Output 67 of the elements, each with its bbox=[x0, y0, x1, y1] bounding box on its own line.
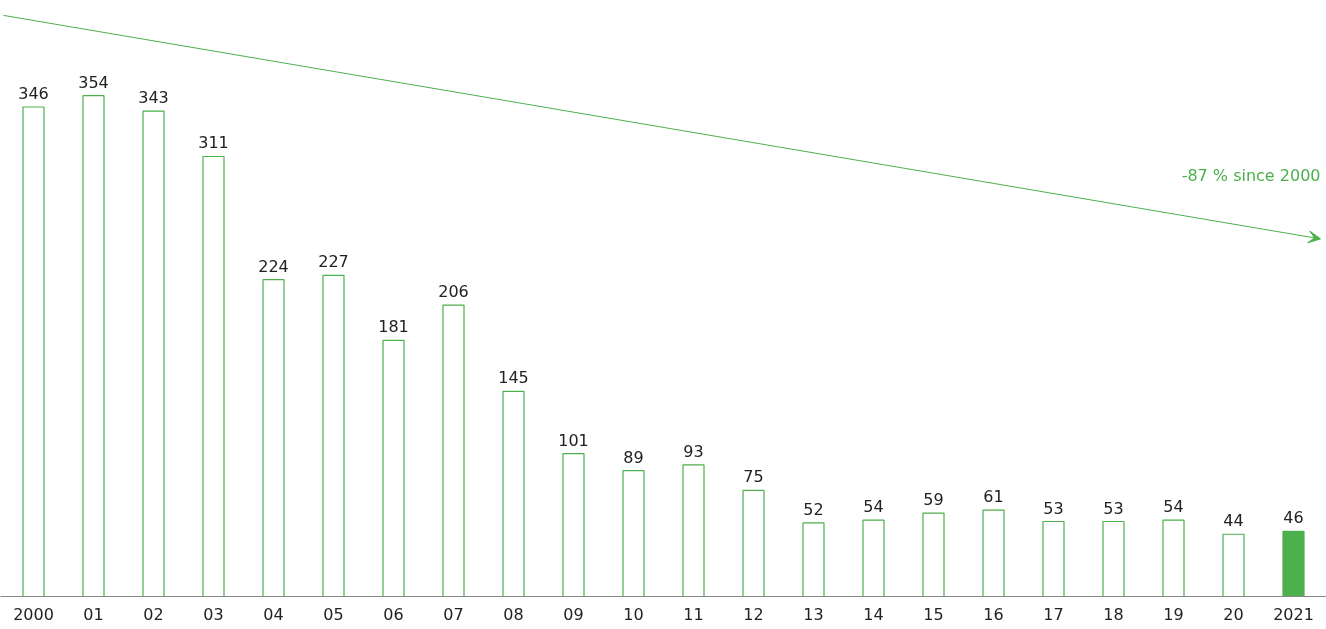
x-tick-label: 04 bbox=[263, 604, 284, 624]
data-label: 343 bbox=[138, 88, 169, 108]
bar bbox=[142, 110, 165, 597]
x-tick-label: 20 bbox=[1223, 604, 1244, 624]
data-label: 354 bbox=[78, 72, 109, 92]
x-tick-label: 2021 bbox=[1273, 604, 1314, 624]
x-tick-label: 05 bbox=[323, 604, 344, 624]
data-label: 75 bbox=[743, 467, 764, 487]
data-label: 311 bbox=[198, 133, 229, 153]
x-tick-label: 01 bbox=[83, 604, 104, 624]
x-tick-label: 02 bbox=[143, 604, 164, 624]
data-label: 89 bbox=[623, 447, 644, 467]
data-label: 53 bbox=[1043, 498, 1064, 518]
bar bbox=[202, 155, 225, 597]
x-tick-label: 09 bbox=[563, 604, 584, 624]
bar bbox=[1042, 520, 1065, 597]
x-tick-label: 08 bbox=[503, 604, 524, 624]
x-tick-label: 18 bbox=[1103, 604, 1124, 624]
data-label: 44 bbox=[1223, 511, 1244, 531]
data-label: 54 bbox=[1163, 497, 1184, 517]
bar bbox=[82, 95, 105, 597]
data-label: 101 bbox=[558, 430, 589, 450]
bar bbox=[562, 453, 585, 597]
bar bbox=[742, 489, 765, 597]
data-label: 59 bbox=[923, 490, 944, 510]
data-label: 224 bbox=[258, 256, 289, 276]
x-tick-label: 03 bbox=[203, 604, 224, 624]
data-label: 61 bbox=[983, 487, 1004, 507]
x-tick-label: 11 bbox=[683, 604, 704, 624]
data-label: 52 bbox=[803, 499, 824, 519]
x-tick-label: 15 bbox=[923, 604, 944, 624]
bar bbox=[322, 274, 345, 597]
x-tick-label: 12 bbox=[743, 604, 764, 624]
data-label: 206 bbox=[438, 282, 469, 302]
bar bbox=[382, 339, 405, 597]
bar bbox=[922, 512, 945, 597]
bar bbox=[502, 390, 525, 597]
x-tick-label: 10 bbox=[623, 604, 644, 624]
data-label: 54 bbox=[863, 497, 884, 517]
x-tick-label: 13 bbox=[803, 604, 824, 624]
bar bbox=[1102, 520, 1125, 597]
x-tick-label: 07 bbox=[443, 604, 464, 624]
bar bbox=[622, 469, 645, 597]
data-label: 346 bbox=[18, 83, 49, 103]
x-tick-label: 17 bbox=[1043, 604, 1064, 624]
bar bbox=[262, 278, 285, 597]
bar bbox=[1282, 530, 1305, 597]
x-tick-label: 2000 bbox=[13, 604, 54, 624]
x-tick-label: 14 bbox=[863, 604, 884, 624]
annotation: -87 % since 2000 bbox=[1181, 166, 1321, 186]
x-tick-label: 19 bbox=[1163, 604, 1184, 624]
data-label: 145 bbox=[498, 368, 529, 388]
bar bbox=[802, 522, 825, 597]
x-tick-label: 06 bbox=[383, 604, 404, 624]
bar bbox=[682, 464, 705, 597]
x-tick-label: 16 bbox=[983, 604, 1004, 624]
bar bbox=[982, 509, 1005, 597]
bar bbox=[442, 304, 465, 597]
bar bbox=[1162, 519, 1185, 597]
data-label: 227 bbox=[318, 252, 349, 272]
bar bbox=[22, 106, 45, 597]
data-label: 53 bbox=[1103, 498, 1124, 518]
data-label: 46 bbox=[1283, 508, 1304, 528]
data-label: 93 bbox=[683, 441, 704, 461]
data-label: 181 bbox=[378, 317, 409, 337]
bar bbox=[1222, 533, 1245, 597]
bar bbox=[862, 519, 885, 597]
